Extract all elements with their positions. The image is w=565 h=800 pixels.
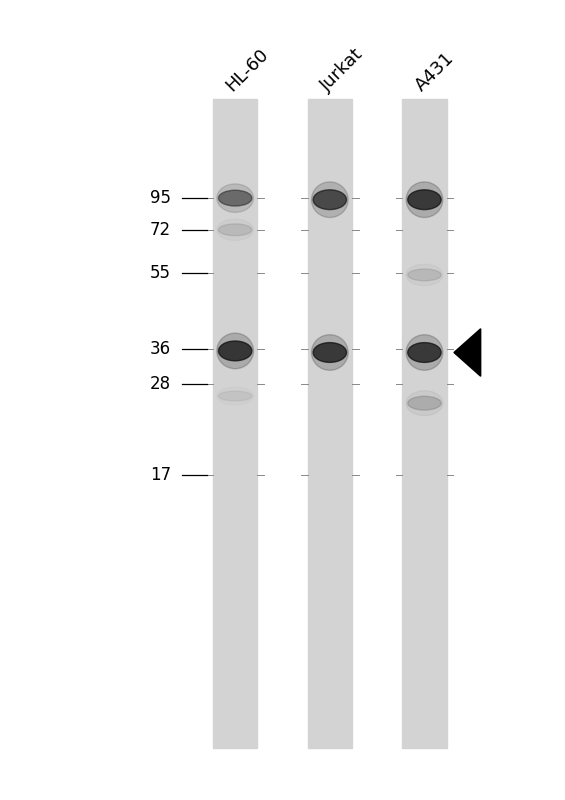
Text: 95: 95 (150, 189, 171, 207)
Bar (307, 99, 352, 748)
Ellipse shape (217, 333, 254, 369)
Ellipse shape (217, 184, 254, 212)
Polygon shape (454, 329, 481, 376)
Ellipse shape (408, 396, 441, 410)
Ellipse shape (219, 391, 252, 401)
Text: 55: 55 (150, 264, 171, 282)
Ellipse shape (406, 390, 443, 416)
Bar (213, 99, 258, 748)
Ellipse shape (313, 190, 346, 210)
Ellipse shape (219, 341, 252, 361)
Ellipse shape (408, 269, 441, 281)
Ellipse shape (313, 342, 346, 362)
Text: A431: A431 (412, 50, 458, 95)
Ellipse shape (406, 182, 443, 218)
Ellipse shape (408, 342, 441, 362)
Ellipse shape (408, 190, 441, 210)
Text: 17: 17 (150, 466, 171, 484)
Ellipse shape (219, 190, 252, 206)
Text: 36: 36 (150, 339, 171, 358)
Text: 72: 72 (150, 221, 171, 238)
Ellipse shape (311, 182, 348, 218)
Ellipse shape (219, 224, 252, 236)
Text: Jurkat: Jurkat (317, 46, 367, 95)
Text: 28: 28 (150, 375, 171, 393)
Ellipse shape (406, 264, 443, 286)
Ellipse shape (311, 334, 348, 370)
Bar (402, 99, 447, 748)
Text: HL-60: HL-60 (223, 46, 272, 95)
Ellipse shape (406, 334, 443, 370)
